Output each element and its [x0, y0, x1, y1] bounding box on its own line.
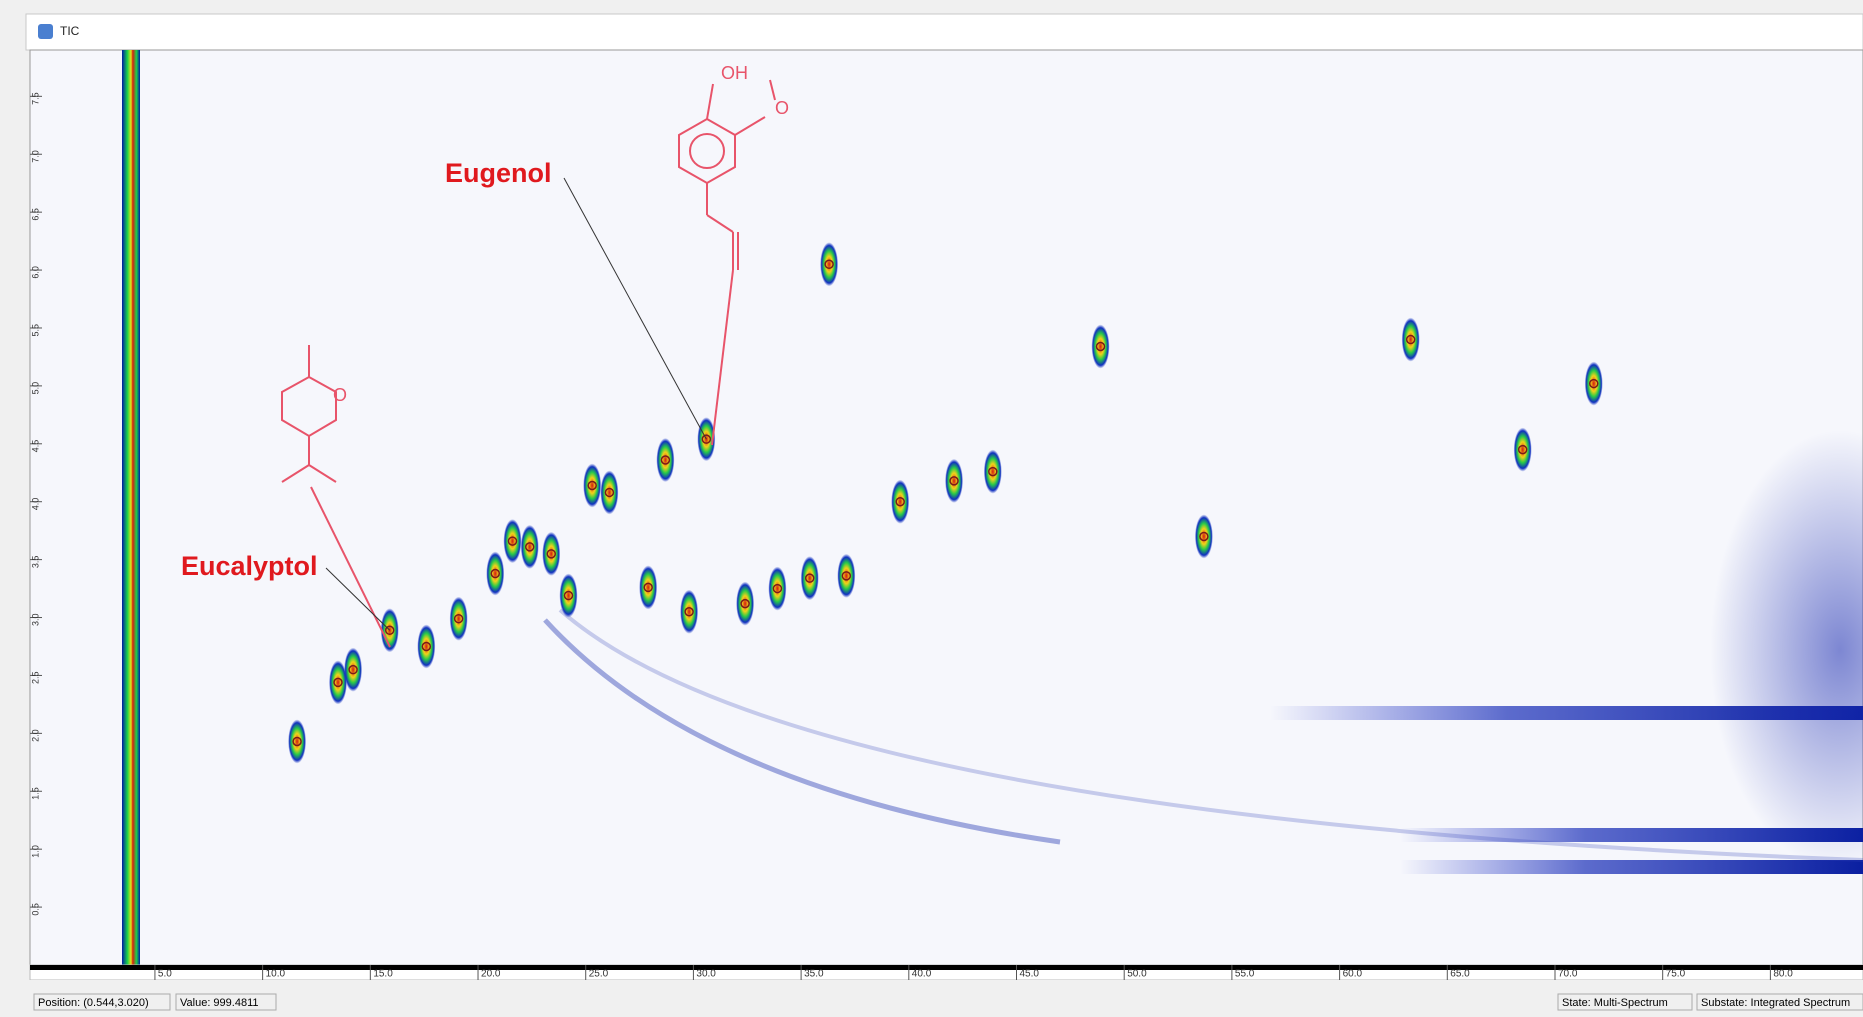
peak-blob — [820, 242, 838, 286]
peak-blob — [891, 480, 909, 524]
y-tick-label: 7.5 — [30, 92, 40, 105]
peak-blob — [288, 719, 306, 763]
y-tick-label: 3.5 — [30, 556, 40, 569]
x-tick-label: 70.0 — [1558, 969, 1578, 980]
peak-blob — [639, 565, 657, 609]
peak-blob — [542, 532, 560, 576]
peak-blob — [945, 459, 963, 503]
y-tick-label: 2.0 — [30, 729, 40, 742]
y-tick-label: 3.0 — [30, 614, 40, 627]
y-tick-label: 1.5 — [30, 787, 40, 800]
x-tick-label: 15.0 — [373, 969, 393, 980]
y-tick-label: 0.5 — [30, 903, 40, 916]
solvent-band — [122, 50, 140, 965]
y-tick-label: 4.0 — [30, 498, 40, 511]
peak-blob — [450, 597, 468, 641]
x-tick-label: 55.0 — [1235, 969, 1255, 980]
window-icon — [38, 24, 53, 39]
peak-blob — [984, 450, 1002, 494]
y-tick-label: 1.0 — [30, 845, 40, 858]
x-tick-label: 40.0 — [912, 969, 932, 980]
peak-blob — [583, 463, 601, 507]
x-tick-label: 60.0 — [1343, 969, 1363, 980]
y-tick-label: 5.0 — [30, 382, 40, 395]
peak-blob — [768, 567, 786, 611]
x-axis-minor — [30, 965, 1863, 970]
x-tick-label: 30.0 — [696, 969, 716, 980]
peak-blob — [1092, 325, 1110, 369]
status-value: Value: 999.4811 — [180, 997, 259, 1009]
peak-blob — [486, 552, 504, 596]
peak-blob — [1195, 514, 1213, 558]
window-title: TIC — [60, 24, 80, 38]
peak-blob — [1585, 362, 1603, 406]
y-tick-label: 2.5 — [30, 671, 40, 684]
x-tick-label: 45.0 — [1020, 969, 1040, 980]
x-tick-label: 80.0 — [1773, 969, 1793, 980]
y-tick-label: 6.5 — [30, 208, 40, 221]
peak-blob — [344, 648, 362, 692]
x-tick-label: 65.0 — [1450, 969, 1470, 980]
peak-blob — [801, 556, 819, 600]
peak-blob — [1514, 428, 1532, 472]
peak-blob — [680, 590, 698, 634]
peak-blob — [656, 438, 674, 482]
tic-window: TIC OH O O Position: (0.544,3.020) Value… — [0, 0, 1863, 1012]
structure-label: O — [775, 98, 789, 118]
peak-blob — [600, 470, 618, 514]
peak-blob — [521, 525, 539, 569]
x-tick-label: 75.0 — [1666, 969, 1686, 980]
x-tick-label: 50.0 — [1127, 969, 1147, 980]
plot-area — [30, 50, 1863, 965]
annotation-label: Eucalyptol — [181, 551, 318, 581]
peak-blob — [837, 554, 855, 598]
x-tick-label: 10.0 — [266, 969, 286, 980]
x-tick-label: 5.0 — [158, 969, 172, 980]
structure-label: O — [333, 385, 347, 405]
structure-label: OH — [721, 63, 748, 83]
peak-blob — [417, 624, 435, 668]
x-tick-label: 20.0 — [481, 969, 501, 980]
y-tick-label: 6.0 — [30, 266, 40, 279]
background-streak — [1400, 860, 1863, 874]
status-substate: Substate: Integrated Spectrum — [1701, 997, 1850, 1009]
peak-blob — [559, 574, 577, 618]
y-tick-label: 4.5 — [30, 440, 40, 453]
y-tick-label: 7.0 — [30, 150, 40, 163]
peak-blob — [503, 519, 521, 563]
x-tick-label: 25.0 — [589, 969, 609, 980]
annotation-label: Eugenol — [445, 158, 552, 188]
page: TIC OH O O Position: (0.544,3.020) Value… — [0, 0, 1863, 1012]
x-tick-label: 35.0 — [804, 969, 824, 980]
peak-blob — [736, 582, 754, 626]
y-tick-label: 5.5 — [30, 324, 40, 337]
status-position: Position: (0.544,3.020) — [38, 997, 149, 1009]
title-bar — [26, 14, 1863, 50]
status-state: State: Multi-Spectrum — [1562, 997, 1668, 1009]
peak-blob — [1402, 318, 1420, 362]
